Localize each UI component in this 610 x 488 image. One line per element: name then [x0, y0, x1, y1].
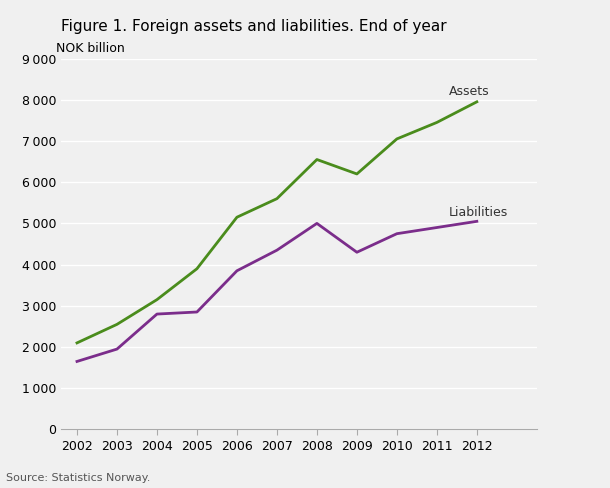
- Text: Source: Statistics Norway.: Source: Statistics Norway.: [6, 473, 151, 483]
- Text: NOK billion: NOK billion: [56, 42, 125, 55]
- Text: Assets: Assets: [449, 85, 489, 98]
- Text: Figure 1. Foreign assets and liabilities. End of year: Figure 1. Foreign assets and liabilities…: [61, 19, 447, 34]
- Text: Liabilities: Liabilities: [449, 206, 508, 219]
